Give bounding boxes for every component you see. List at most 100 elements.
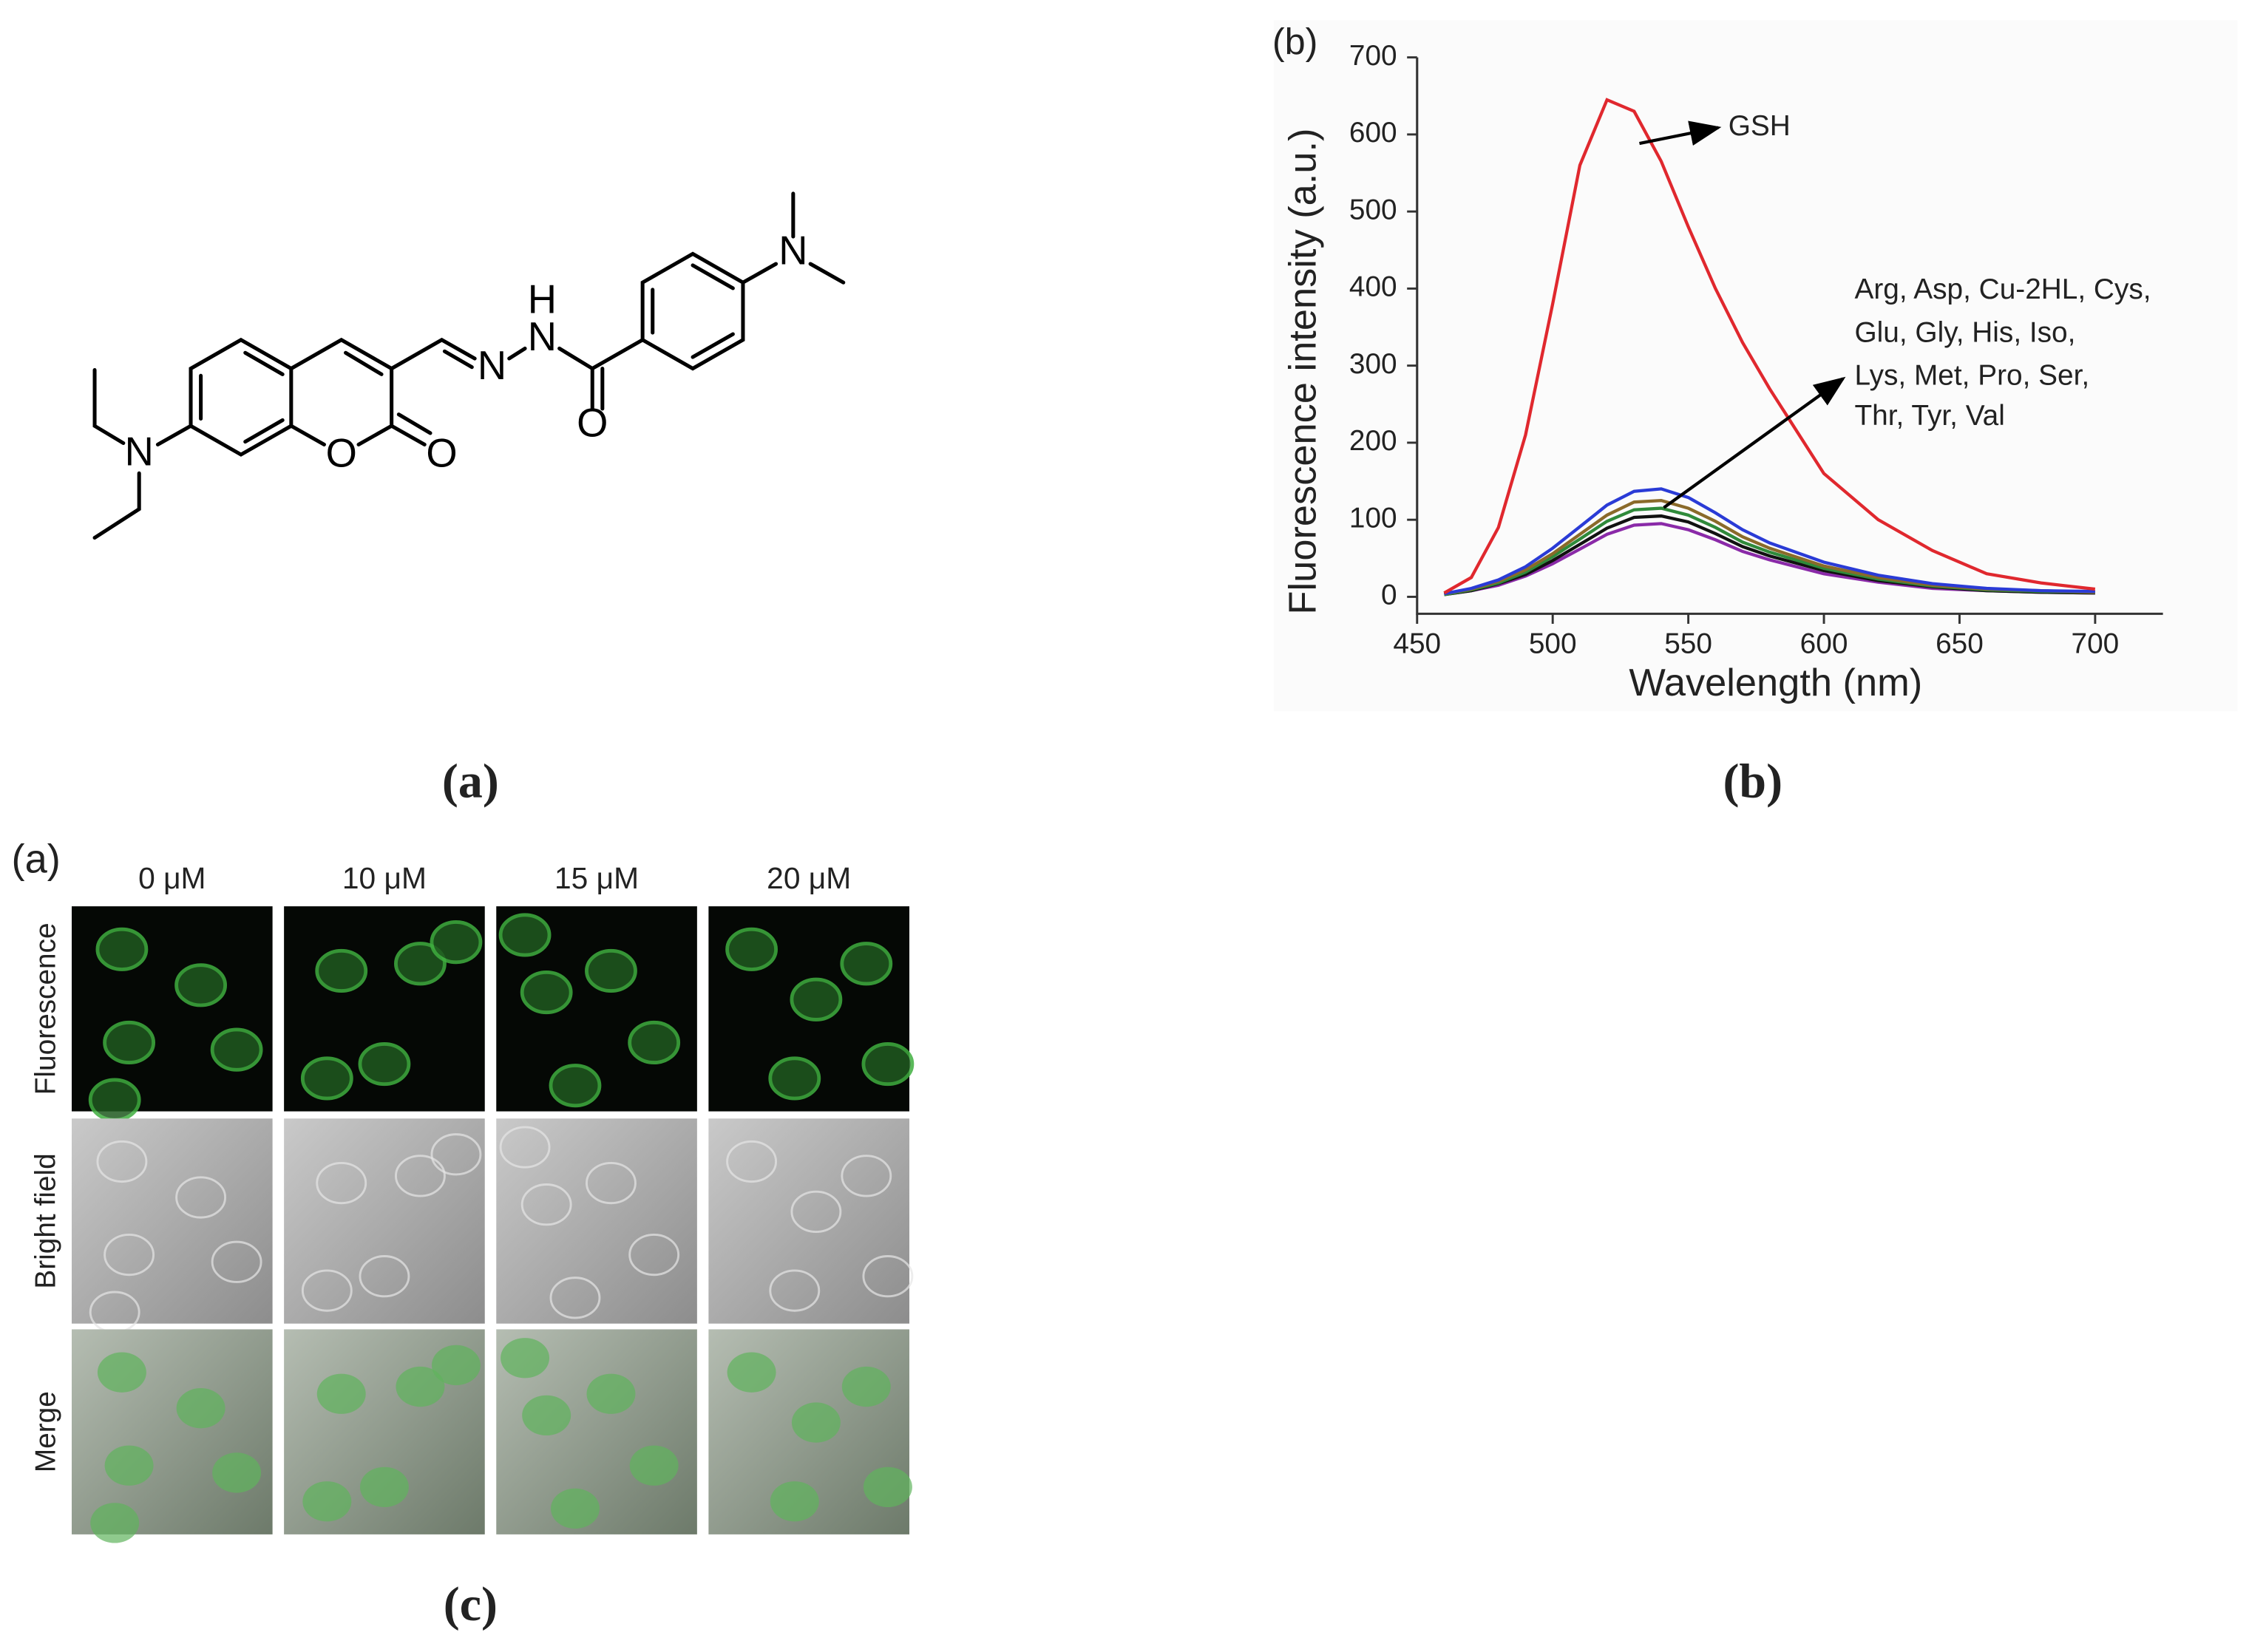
cell — [175, 1176, 227, 1219]
panel-label: (b) — [1272, 21, 1318, 63]
cell — [358, 1041, 411, 1087]
cell — [96, 1140, 148, 1183]
annotation: Thr, Tyr, Val — [1854, 400, 2004, 432]
cell — [90, 1503, 140, 1543]
annotation: Arg, Asp, Cu-2HL, Cys, — [1854, 273, 2151, 305]
atom-label: N — [125, 429, 154, 474]
cell — [726, 1140, 778, 1183]
cell — [520, 970, 573, 1015]
cell — [499, 1126, 551, 1169]
cell — [88, 1078, 141, 1122]
cell — [861, 1041, 915, 1087]
cell — [315, 948, 368, 993]
cell — [431, 1345, 481, 1386]
column-label: 10 μM — [342, 861, 427, 895]
cell — [498, 913, 552, 957]
cell — [522, 1395, 571, 1436]
row-label: Merge — [30, 1391, 61, 1472]
y-axis-title: Fluorescence intensity (a.u.) — [1281, 129, 1324, 615]
cell — [396, 1366, 445, 1407]
cell — [359, 1466, 409, 1508]
cell — [430, 920, 483, 965]
atom-label: O — [577, 401, 608, 446]
y-tick-label: 300 — [1349, 348, 1397, 380]
cell — [211, 1240, 262, 1283]
cell — [628, 1233, 680, 1277]
y-tick-label: 700 — [1349, 40, 1397, 72]
cell — [302, 1481, 352, 1522]
column-label: 0 μM — [138, 861, 206, 895]
y-tick-label: 500 — [1349, 194, 1397, 225]
cell — [501, 1338, 550, 1379]
atom-label: O — [426, 430, 457, 475]
cell — [841, 1366, 891, 1407]
y-tick-label: 0 — [1381, 579, 1397, 611]
chart: 450 500 550 600 650 700 0 100 200 300 400 500 600 700… — [1272, 21, 2163, 704]
cell — [550, 1488, 600, 1529]
atom-label: N — [778, 228, 807, 273]
cell — [727, 1352, 776, 1393]
cell — [95, 927, 149, 971]
cell — [210, 1027, 263, 1072]
atom-label: N — [478, 343, 506, 388]
cell — [301, 1269, 353, 1312]
cell — [176, 1388, 225, 1429]
micrograph — [72, 1329, 273, 1534]
cell — [103, 1020, 156, 1065]
annotation-arrow — [1639, 120, 1722, 146]
cell — [300, 1056, 353, 1101]
panel-label: (a) — [12, 836, 61, 881]
annotation: Glu, Gly, His, Iso, — [1854, 316, 2075, 348]
cell — [104, 1445, 154, 1486]
caption: (b) — [1723, 754, 1782, 808]
cell — [549, 1064, 602, 1108]
micrograph — [284, 1118, 485, 1324]
cell — [841, 1155, 892, 1197]
caption: (a) — [442, 754, 499, 808]
cell — [586, 1161, 637, 1205]
y-tick-label: 400 — [1349, 271, 1397, 303]
cell — [520, 1183, 572, 1226]
cell — [97, 1352, 146, 1393]
cell — [586, 1373, 636, 1414]
column-label: 15 μM — [554, 861, 639, 895]
cell — [394, 942, 447, 986]
cell — [430, 1133, 482, 1176]
cell — [863, 1466, 912, 1508]
y-tick-label: 100 — [1349, 502, 1397, 534]
micrograph — [496, 1118, 697, 1324]
micrograph-grid: (a) 0 μM 10 μM 15 μM 20 μM Fluorescence Bright… — [12, 836, 915, 1543]
cell — [316, 1373, 366, 1414]
micrograph — [72, 1118, 273, 1324]
cell — [790, 977, 843, 1022]
x-tick-label: 650 — [1936, 628, 1984, 659]
cell — [862, 1255, 914, 1298]
annotation: Lys, Met, Pro, Ser, — [1854, 360, 2089, 392]
micrograph — [708, 1118, 909, 1324]
cell — [769, 1269, 821, 1312]
cell — [840, 942, 893, 986]
x-axis-title: Wavelength (nm) — [1629, 662, 1922, 704]
column-label: 20 μM — [767, 861, 851, 895]
cell — [549, 1277, 601, 1319]
cell — [791, 1402, 841, 1443]
cell — [104, 1233, 155, 1277]
x-tick-label: 500 — [1529, 628, 1577, 659]
cell — [628, 1020, 681, 1065]
atom-label: N — [528, 314, 557, 359]
x-tick-label: 450 — [1393, 628, 1441, 659]
row-label: Fluorescence — [30, 922, 61, 1095]
annotation: GSH — [1729, 110, 1791, 142]
cell — [768, 1056, 821, 1101]
series-line — [1444, 487, 2095, 596]
cell — [174, 963, 228, 1007]
cell — [212, 1452, 262, 1493]
y-tick-label: 600 — [1349, 117, 1397, 149]
cell — [629, 1445, 679, 1486]
x-tick-label: 700 — [2072, 628, 2120, 659]
annotation-arrow — [1663, 376, 1846, 509]
x-tick-label: 600 — [1800, 628, 1848, 659]
